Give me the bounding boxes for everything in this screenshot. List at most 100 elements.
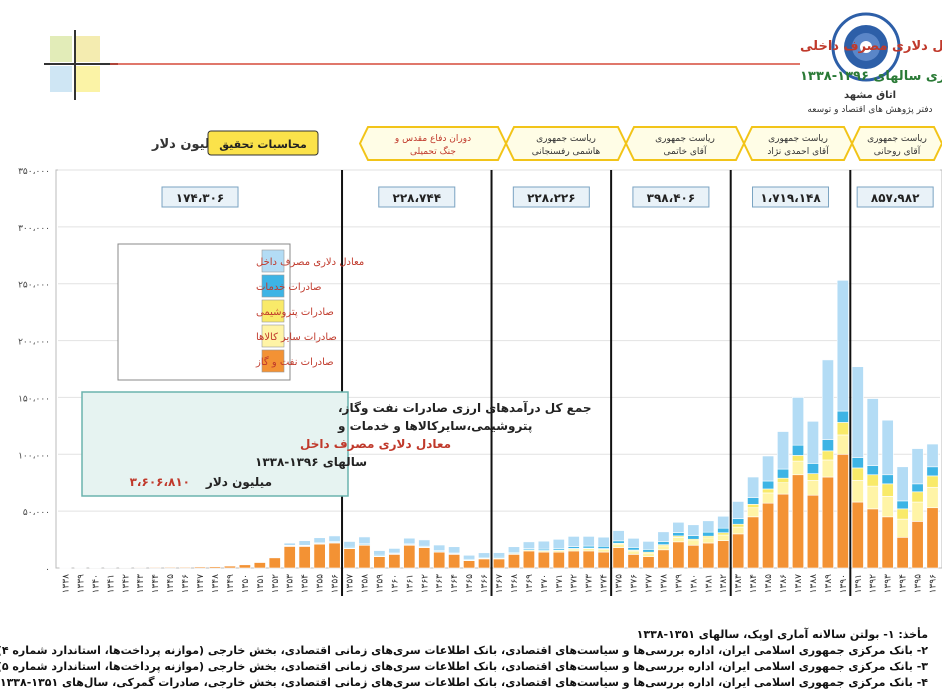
- bar-segment: [582, 548, 595, 552]
- bar-segment: [358, 544, 371, 569]
- x-tick-label: ۱۳۶۰: [390, 574, 400, 593]
- bar-segment: [777, 431, 790, 470]
- bar-segment: [298, 546, 311, 569]
- x-tick-label: ۱۳۵۹: [375, 574, 385, 594]
- bar-segment: [866, 465, 879, 476]
- summary-line-1: جمع کل درآمدهای ارزی صادرات نفت وگاز،: [338, 400, 592, 416]
- bar-segment: [866, 474, 879, 487]
- bar-segment: [851, 457, 864, 469]
- bar-segment: [926, 466, 939, 477]
- x-tick-label: ۱۳۴۷: [196, 574, 206, 594]
- bar-segment: [582, 536, 595, 547]
- bar-segment: [896, 500, 909, 510]
- bar-segment: [328, 542, 341, 569]
- x-tick-label: ۱۳۶۵: [465, 574, 475, 594]
- page-subtitle: نفت خام وگازطبیعی، درهردورۀ ریاست جمهوری…: [800, 67, 942, 84]
- bar-segment: [582, 550, 595, 569]
- x-tick-label: ۱۳۳۹: [76, 574, 86, 594]
- y-tick-label: ۳۰۰،۰۰۰: [18, 224, 50, 234]
- term-total-box: [378, 186, 456, 208]
- bar-segment: [463, 560, 476, 569]
- bar-segment: [283, 542, 296, 546]
- bar-segment: [373, 556, 386, 569]
- bar-segment: [567, 550, 580, 569]
- bar-segment: [478, 552, 491, 558]
- bar-segment: [896, 536, 909, 569]
- x-tick-label: ۱۳۵۷: [346, 574, 356, 594]
- x-tick-label: ۱۳۵۸: [360, 574, 370, 594]
- term-header-arrow: [358, 126, 508, 161]
- bar-segment: [448, 554, 461, 569]
- x-tick-label: ۱۳۴۸: [211, 574, 221, 594]
- bar-segment: [388, 548, 401, 554]
- decor-squares: [44, 30, 118, 100]
- x-tick-label: ۱۳۸۵: [764, 574, 774, 594]
- summary-line-3: معادل دلاری مصرف داخل: [300, 437, 451, 451]
- bar-segment: [687, 524, 700, 536]
- term-total-value: ۲۲۸،۷۴۴: [393, 191, 442, 205]
- x-tick-label: ۱۳۷۳: [585, 574, 595, 594]
- legend-swatch: [261, 324, 285, 348]
- term-header-line-2: آقای احمدی نژاد: [767, 145, 829, 157]
- x-tick-label: ۱۳۶۸: [510, 574, 520, 594]
- bar-segment: [792, 474, 804, 569]
- bar-segment: [642, 541, 655, 550]
- bar-segment: [627, 550, 640, 555]
- bar-segment: [836, 410, 849, 423]
- term-total-box: [752, 186, 830, 208]
- bar-segment: [881, 474, 894, 485]
- x-tick-label: ۱۳۶۳: [435, 574, 445, 594]
- bar-segment: [418, 539, 431, 547]
- y-tick-label: ۲۵۰،۰۰۰: [18, 281, 50, 291]
- bar-segment: [821, 450, 834, 461]
- bar-segment: [463, 554, 476, 560]
- bar-segment: [702, 537, 715, 544]
- term-total-value: ۸۵۷،۹۸۲: [871, 191, 920, 205]
- bar-segment: [253, 562, 266, 569]
- bar-segment: [403, 537, 416, 545]
- summary-box: جمع کل درآمدهای ارزی صادرات نفت وگاز، پت…: [81, 391, 592, 497]
- bar-segment: [926, 507, 939, 569]
- bar-segment: [777, 493, 790, 569]
- x-tick-label: ۱۳۴۳: [136, 574, 146, 594]
- x-tick-label: ۱۳۸۸: [809, 574, 819, 594]
- bar-segment: [762, 455, 775, 482]
- bar-segment: [792, 460, 804, 476]
- x-tick-label: ۱۳۷۰: [540, 574, 550, 593]
- x-tick-label: ۱۳۴۴: [151, 574, 161, 594]
- bar-segment: [732, 523, 745, 528]
- x-tick-label: ۱۳۸۳: [734, 574, 744, 594]
- x-axis: ۱۳۳۸ ۱۳۳۹ ۱۳۴۰ ۱۳۴۱ ۱۳۴۲ ۱۳۴۳ ۱۳۴۴ ۱۳۴۵ ۱۳۴۶ ۱۳۴۷…: [61, 574, 938, 594]
- bar-segment: [762, 480, 775, 490]
- bar-segment: [896, 508, 909, 520]
- calc-button-label: محاسبات تحقیق: [219, 138, 307, 151]
- x-tick-label: ۱۳۷۶: [630, 574, 640, 594]
- bar-segment: [926, 486, 939, 509]
- bar-segment: [806, 494, 819, 569]
- bar-segment: [777, 482, 790, 495]
- x-tick-label: ۱۳۶۲: [420, 574, 430, 594]
- bar-segment: [702, 531, 715, 537]
- term-dividers: ۱۷۴،۳۰۶ ۲۲۸،۷۴۴ ۲۲۸،۲۲۶ ۳۹۸،۴۰۶ ۱،۷۱۹،۱۴۸ ۸۵۷…: [161, 170, 934, 596]
- bar-segment: [911, 501, 924, 522]
- legend-swatch: [261, 249, 285, 273]
- x-tick-label: ۱۳۹۲: [869, 574, 879, 594]
- x-tick-label: ۱۳۶۴: [450, 574, 460, 594]
- bar-segment: [612, 543, 625, 548]
- bar-segment: [821, 359, 834, 440]
- bar-segment: [627, 538, 640, 548]
- y-axis: ۰ ۵۰،۰۰۰ ۱۰۰،۰۰۰ ۱۵۰،۰۰۰ ۲۰۰،۰۰۰ ۲۵۰،۰۰۰ ۳۰۰،۰…: [18, 167, 50, 575]
- x-tick-label: ۱۳۵۶: [331, 574, 341, 594]
- x-tick-label: ۱۳۴۹: [226, 574, 236, 594]
- source-line-2: ۲- بانک مرکزی جمهوری اسلامی ایران، اداره…: [0, 644, 928, 657]
- bar-segment: [507, 554, 520, 569]
- bar-segment: [493, 552, 505, 558]
- bar-segment: [657, 545, 670, 551]
- bar-segment: [642, 552, 655, 557]
- bar-segment: [433, 544, 446, 552]
- legend-swatch: [261, 299, 285, 323]
- x-tick-label: ۱۳۵۳: [286, 574, 296, 594]
- bar-segment: [567, 548, 580, 552]
- bar-segment: [522, 550, 535, 569]
